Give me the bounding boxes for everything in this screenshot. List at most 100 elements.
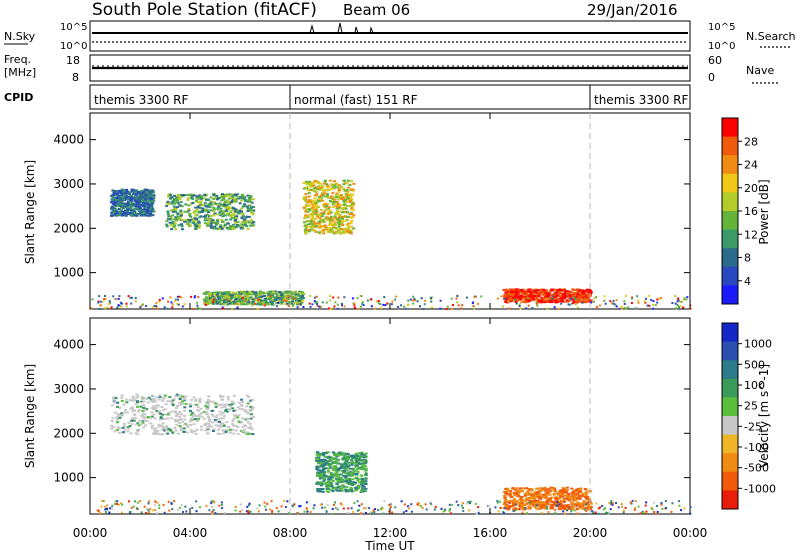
data-cell [566,291,570,294]
data-cell [565,300,569,303]
data-cell [345,229,349,232]
data-cell [320,230,324,233]
data-cell [320,225,324,228]
data-cell [295,301,298,304]
data-cell [115,416,119,419]
data-cell [173,410,177,413]
data-cell [161,418,165,421]
data-cell [359,490,363,493]
data-cell [241,225,245,228]
data-cell [305,182,309,185]
data-cell [180,219,184,222]
data-cell [563,293,567,296]
data-cell [402,511,405,514]
data-cell [131,410,135,413]
data-cell [357,487,361,490]
data-cell [220,193,224,196]
data-cell [508,296,512,299]
data-cell [319,186,323,189]
data-cell [323,506,326,509]
date-label: 29/Jan/2016 [587,1,678,19]
data-cell [239,510,242,513]
data-cell [141,196,145,199]
data-cell [658,297,661,300]
data-cell [212,220,216,223]
data-cell [216,213,220,216]
data-cell [171,508,174,511]
data-cell [157,410,161,413]
data-cell [270,303,274,306]
data-cell [358,462,362,465]
data-cell [221,198,225,201]
data-cell [340,465,344,468]
data-cell [240,421,244,424]
data-cell [251,290,255,293]
data-cell [325,226,329,229]
data-cell [183,397,187,400]
data-cell [115,192,119,195]
data-cell [660,503,663,506]
data-cell [104,298,107,301]
data-cell [293,298,297,301]
data-cell [220,196,224,199]
data-cell [238,202,242,205]
data-cell [139,192,143,195]
data-cell [503,512,506,515]
data-cell [202,417,206,420]
data-cell [374,508,377,511]
data-cell [198,206,202,209]
data-cell [236,425,240,428]
data-cell [228,207,232,210]
data-cell [249,399,253,402]
data-cell [331,206,335,209]
data-cell [239,226,243,229]
data-cell [108,511,111,514]
data-cell [250,201,254,204]
data-cell [675,307,678,310]
data-cell [97,509,100,512]
data-cell [630,301,633,304]
data-cell [139,306,142,309]
data-cell [250,407,254,410]
data-cell [114,210,118,213]
data-cell [525,512,528,515]
data-cell [331,468,335,471]
data-cell [203,423,207,426]
data-cell [536,508,540,511]
data-cell [205,407,209,410]
data-cell [533,504,537,507]
data-cell [542,505,546,508]
data-cell [512,504,516,507]
data-cell [339,488,343,491]
data-cell [480,295,483,298]
data-cell [204,209,208,212]
data-cell [150,198,154,201]
data-cell [475,512,478,515]
data-cell [111,205,115,208]
data-cell [526,507,530,510]
data-cell [144,409,148,412]
data-cell [510,505,514,508]
data-cell [357,452,361,455]
data-cell [231,226,235,229]
data-cell [241,509,244,512]
data-cell [339,502,342,505]
data-cell [238,209,242,212]
data-cell [348,483,352,486]
data-cell [317,223,321,226]
data-cell [230,403,234,406]
data-cell [121,431,125,434]
data-cell [354,452,358,455]
data-cell [287,294,291,297]
data-cell [258,301,262,304]
freq-tick-bottom: 8 [72,71,79,84]
data-cell [284,303,287,306]
data-cell [689,307,692,310]
data-cell [331,203,335,206]
data-cell [534,298,538,301]
data-cell [329,187,333,190]
data-cell [209,297,213,300]
data-cell [185,510,188,513]
data-cell [232,402,236,405]
data-cell [579,490,583,493]
